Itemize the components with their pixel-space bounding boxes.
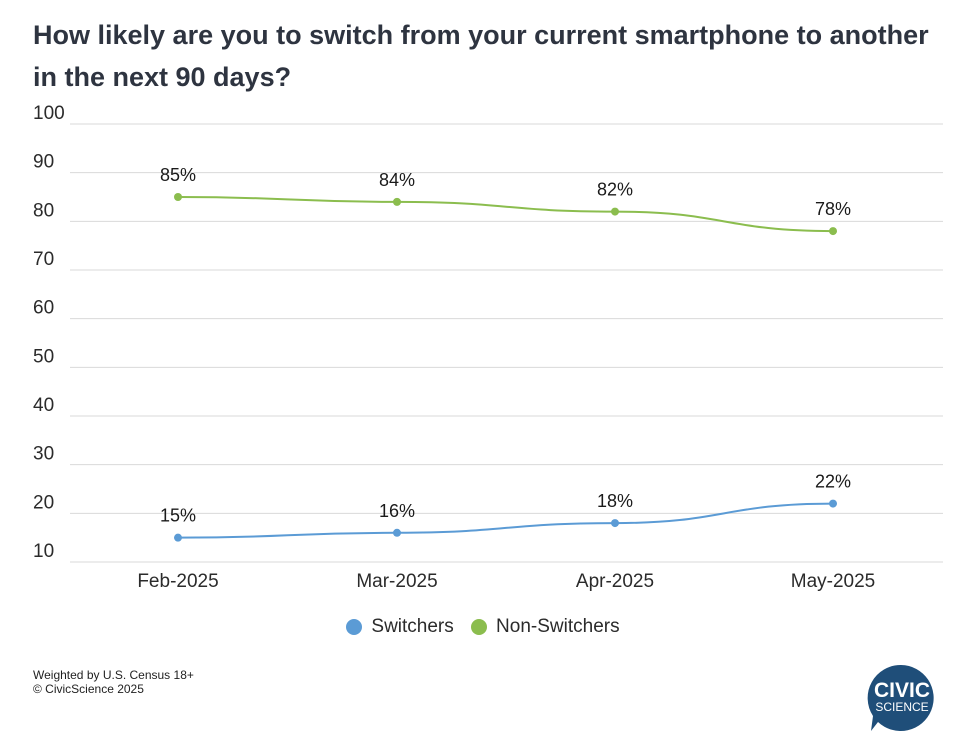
- y-tick-label-40: 40: [33, 395, 54, 416]
- data-label-switchers-1: 16%: [379, 501, 415, 521]
- y-tick-label-50: 50: [33, 346, 54, 367]
- data-label-switchers-3: 22%: [815, 472, 851, 492]
- point-non-switchers-2: [611, 207, 619, 216]
- y-tick-label-60: 60: [33, 298, 54, 319]
- data-label-non-switchers-0: 85%: [160, 165, 196, 185]
- civicscience-logo: CIVIC SCIENCE: [867, 664, 934, 731]
- legend-marker-switchers: [346, 619, 363, 635]
- legend-label-switchers: Switchers: [371, 616, 454, 637]
- data-label-non-switchers-2: 82%: [597, 180, 633, 200]
- x-tick-label-may-2025: May-2025: [791, 571, 876, 592]
- footer-note: Weighted by U.S. Census 18+ © CivicScien…: [33, 668, 194, 696]
- point-non-switchers-0: [174, 193, 182, 201]
- y-tick-label-70: 70: [33, 249, 54, 270]
- y-tick-label-90: 90: [33, 152, 54, 173]
- point-switchers-1: [393, 528, 401, 537]
- point-switchers-2: [611, 519, 619, 528]
- x-tick-label-feb-2025: Feb-2025: [137, 571, 218, 592]
- point-switchers-0: [174, 533, 182, 542]
- y-tick-label-20: 20: [33, 492, 54, 513]
- point-switchers-3: [829, 499, 837, 508]
- footer-weighting: Weighted by U.S. Census 18+: [33, 668, 194, 682]
- chart-title: How likely are you to switch from your c…: [33, 20, 929, 92]
- data-label-switchers-0: 15%: [160, 506, 196, 526]
- legend-item-non-switchers[interactable]: Non-Switchers: [471, 616, 620, 638]
- series-line-non-switchers: [177, 196, 834, 233]
- y-tick-label-30: 30: [33, 444, 54, 465]
- y-tick-label-100: 100: [33, 103, 65, 124]
- data-label-non-switchers-1: 84%: [379, 170, 415, 190]
- logo-text-science: SCIENCE: [875, 700, 928, 714]
- footer-copyright: © CivicScience 2025: [33, 682, 144, 696]
- logo-text-civic: CIVIC: [874, 679, 930, 702]
- data-label-non-switchers-3: 78%: [815, 199, 851, 219]
- point-non-switchers-3: [829, 227, 837, 236]
- series-line-switchers: [177, 502, 834, 539]
- data-label-switchers-2: 18%: [597, 491, 633, 511]
- legend-item-switchers[interactable]: Switchers: [346, 616, 454, 638]
- legend-label-non-switchers: Non-Switchers: [496, 616, 620, 637]
- y-tick-label-80: 80: [33, 200, 54, 221]
- legend-marker-non-switchers: [471, 619, 488, 635]
- legend: Switchers Non-Switchers: [0, 616, 966, 641]
- x-tick-label-mar-2025: Mar-2025: [356, 571, 437, 592]
- point-non-switchers-1: [393, 197, 401, 206]
- x-tick-label-apr-2025: Apr-2025: [576, 571, 654, 592]
- y-tick-label-10: 10: [33, 541, 54, 562]
